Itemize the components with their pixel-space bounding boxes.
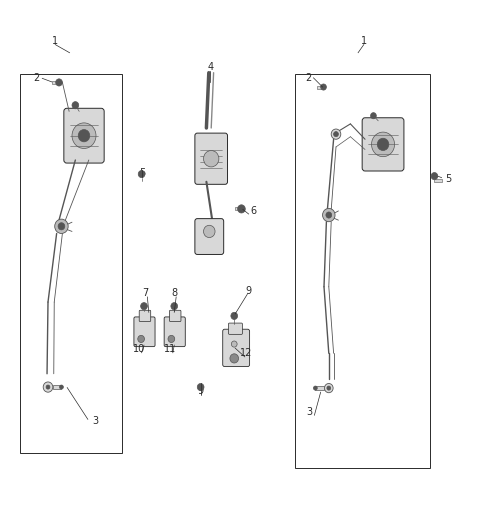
Circle shape xyxy=(60,385,63,389)
Circle shape xyxy=(326,212,332,218)
Circle shape xyxy=(168,335,175,343)
Bar xyxy=(317,86,324,89)
Text: 3: 3 xyxy=(307,407,312,417)
Bar xyxy=(52,81,59,84)
Bar xyxy=(434,179,442,182)
Circle shape xyxy=(204,151,219,167)
Text: 9: 9 xyxy=(198,386,204,396)
Circle shape xyxy=(56,79,62,86)
Circle shape xyxy=(43,382,53,392)
Circle shape xyxy=(371,113,376,119)
Text: 7: 7 xyxy=(142,288,149,298)
Text: 9: 9 xyxy=(246,286,252,296)
Circle shape xyxy=(331,129,341,139)
Text: 12: 12 xyxy=(240,348,252,358)
Circle shape xyxy=(334,132,338,137)
Circle shape xyxy=(238,205,245,213)
Circle shape xyxy=(138,335,144,343)
FancyBboxPatch shape xyxy=(195,219,224,254)
Text: 11: 11 xyxy=(164,344,177,354)
FancyBboxPatch shape xyxy=(139,310,151,322)
Circle shape xyxy=(197,383,204,391)
Circle shape xyxy=(321,84,326,90)
Bar xyxy=(20,74,122,453)
Text: 5: 5 xyxy=(139,168,146,178)
Circle shape xyxy=(327,386,331,390)
Circle shape xyxy=(372,132,395,157)
Text: 5: 5 xyxy=(445,174,452,184)
FancyBboxPatch shape xyxy=(228,323,242,334)
Circle shape xyxy=(46,385,50,389)
FancyBboxPatch shape xyxy=(169,310,181,322)
Text: 6: 6 xyxy=(250,206,256,216)
Circle shape xyxy=(230,354,239,363)
Text: 3: 3 xyxy=(92,416,98,426)
Circle shape xyxy=(72,123,96,148)
Text: 10: 10 xyxy=(133,344,145,354)
FancyBboxPatch shape xyxy=(362,118,404,171)
Text: 1: 1 xyxy=(361,36,367,46)
Bar xyxy=(53,385,61,389)
Circle shape xyxy=(231,312,238,319)
Text: 4: 4 xyxy=(207,61,213,72)
Circle shape xyxy=(55,219,68,233)
Circle shape xyxy=(377,138,389,151)
Circle shape xyxy=(72,101,79,109)
FancyBboxPatch shape xyxy=(164,317,185,347)
Circle shape xyxy=(78,130,90,142)
Bar xyxy=(315,386,324,390)
Circle shape xyxy=(231,341,237,347)
Circle shape xyxy=(141,303,147,310)
Circle shape xyxy=(313,386,317,390)
FancyBboxPatch shape xyxy=(195,133,228,184)
FancyBboxPatch shape xyxy=(64,109,104,163)
FancyBboxPatch shape xyxy=(134,317,155,347)
Circle shape xyxy=(431,173,438,180)
Text: 2: 2 xyxy=(33,73,40,83)
Circle shape xyxy=(171,303,178,310)
Bar xyxy=(295,74,430,468)
Text: 1: 1 xyxy=(52,36,58,46)
Bar xyxy=(235,207,241,210)
FancyBboxPatch shape xyxy=(223,329,250,367)
Text: 2: 2 xyxy=(305,73,312,83)
Circle shape xyxy=(204,225,215,238)
Circle shape xyxy=(324,383,333,393)
Circle shape xyxy=(58,223,65,230)
Text: 8: 8 xyxy=(171,288,177,298)
Circle shape xyxy=(323,208,335,222)
Circle shape xyxy=(138,170,145,178)
